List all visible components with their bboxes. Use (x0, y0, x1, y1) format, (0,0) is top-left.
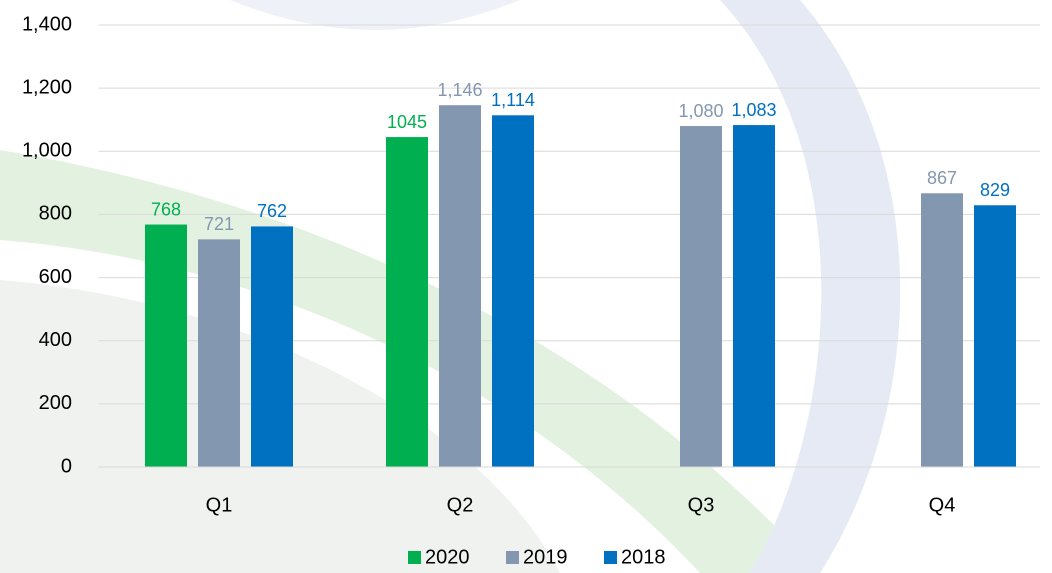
bar (198, 239, 240, 467)
y-tick-label: 800 (39, 203, 72, 225)
value-label: 1045 (387, 112, 427, 132)
value-label: 1,083 (731, 100, 776, 120)
x-tick-label: Q3 (688, 494, 715, 516)
legend-swatch (506, 551, 519, 564)
bar (145, 224, 187, 467)
value-label: 721 (204, 214, 234, 234)
bar (974, 205, 1016, 467)
bar (492, 115, 534, 468)
value-label: 1,114 (491, 90, 535, 110)
y-tick-label: 1,400 (22, 13, 72, 35)
legend-label: 2019 (523, 546, 568, 568)
legend-label: 2018 (621, 546, 666, 568)
y-tick-label: 0 (61, 455, 72, 477)
legend-swatch (604, 551, 617, 564)
y-tick-label: 1,000 (22, 140, 72, 162)
y-tick-label: 600 (39, 266, 72, 288)
bar (386, 137, 428, 468)
value-label: 1,146 (437, 80, 482, 100)
value-label: 829 (980, 180, 1010, 200)
value-label: 1,080 (678, 101, 723, 121)
bar (680, 126, 722, 468)
bar (921, 193, 963, 468)
value-label: 867 (927, 168, 957, 188)
bar (251, 226, 293, 467)
bar (733, 125, 775, 468)
legend-swatch (408, 551, 421, 564)
legend-label: 2020 (425, 546, 470, 568)
y-tick-label: 400 (39, 329, 72, 351)
value-label: 768 (151, 199, 181, 219)
blue-arc (230, 0, 520, 30)
value-label: 762 (257, 201, 287, 221)
y-tick-label: 200 (39, 392, 72, 414)
x-tick-label: Q4 (929, 494, 956, 516)
x-tick-label: Q1 (206, 494, 233, 516)
y-tick-label: 1,200 (22, 76, 72, 98)
bar (439, 105, 481, 467)
blue-swoosh (720, 0, 901, 573)
x-tick-label: Q2 (447, 494, 474, 516)
